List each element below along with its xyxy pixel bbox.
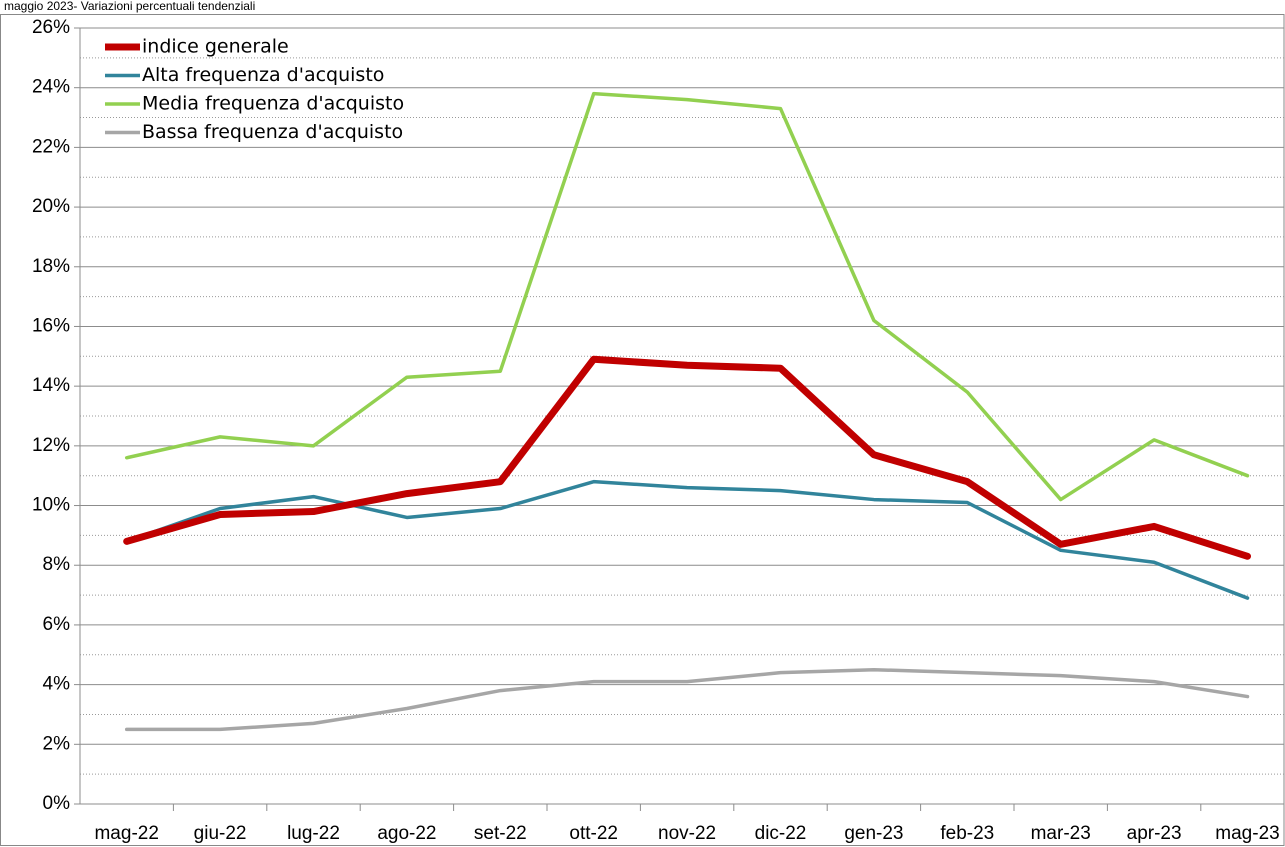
- series-line: [124, 479, 1250, 600]
- y-tick-label: 8%: [43, 554, 71, 575]
- x-tick-label: gen-23: [844, 823, 903, 844]
- y-tick-label: 20%: [32, 196, 70, 217]
- y-tick-label: 2%: [43, 733, 71, 754]
- y-tick-label: 6%: [43, 614, 71, 635]
- x-tick-label: set-22: [474, 823, 527, 844]
- y-tick-label: 10%: [32, 495, 70, 516]
- plot-frame: [0, 14, 1285, 846]
- series-line: [124, 91, 1250, 502]
- y-tick-label: 22%: [32, 136, 70, 157]
- x-tick-label: ago-22: [377, 823, 436, 844]
- y-tick-label: 12%: [32, 435, 70, 456]
- x-tick-label: feb-23: [940, 823, 994, 844]
- series-line: [124, 667, 1250, 732]
- legend-label: Alta frequenza d'acquisto: [142, 64, 384, 86]
- x-tick-label: mag-23: [1215, 823, 1279, 844]
- series-line: [123, 355, 1251, 560]
- y-tick-label: 4%: [43, 674, 71, 695]
- x-tick-label: nov-22: [658, 823, 716, 844]
- legend-label: Bassa frequenza d'acquisto: [142, 121, 403, 143]
- y-tick-label: 18%: [32, 256, 70, 277]
- x-tick-label: lug-22: [287, 823, 340, 844]
- legend-label: indice generale: [142, 36, 289, 58]
- y-tick-label: 26%: [32, 17, 70, 38]
- legend-label: Media frequenza d'acquisto: [142, 93, 404, 115]
- chart-title: maggio 2023- Variazioni percentuali tend…: [4, 0, 255, 13]
- x-tick-label: ott-22: [569, 823, 618, 844]
- x-tick-label: giu-22: [194, 823, 247, 844]
- y-tick-label: 14%: [32, 375, 70, 396]
- y-tick-label: 0%: [43, 793, 71, 814]
- x-tick-label: mar-23: [1031, 823, 1091, 844]
- y-tick-label: 24%: [32, 77, 70, 98]
- y-tick-label: 16%: [32, 315, 70, 336]
- x-tick-label: dic-22: [755, 823, 807, 844]
- x-tick-label: apr-23: [1127, 823, 1182, 844]
- x-tick-label: mag-22: [94, 823, 158, 844]
